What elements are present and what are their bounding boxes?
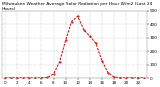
Text: Milwaukee Weather Average Solar Radiation per Hour W/m2 (Last 24 Hours): Milwaukee Weather Average Solar Radiatio… (2, 2, 152, 11)
